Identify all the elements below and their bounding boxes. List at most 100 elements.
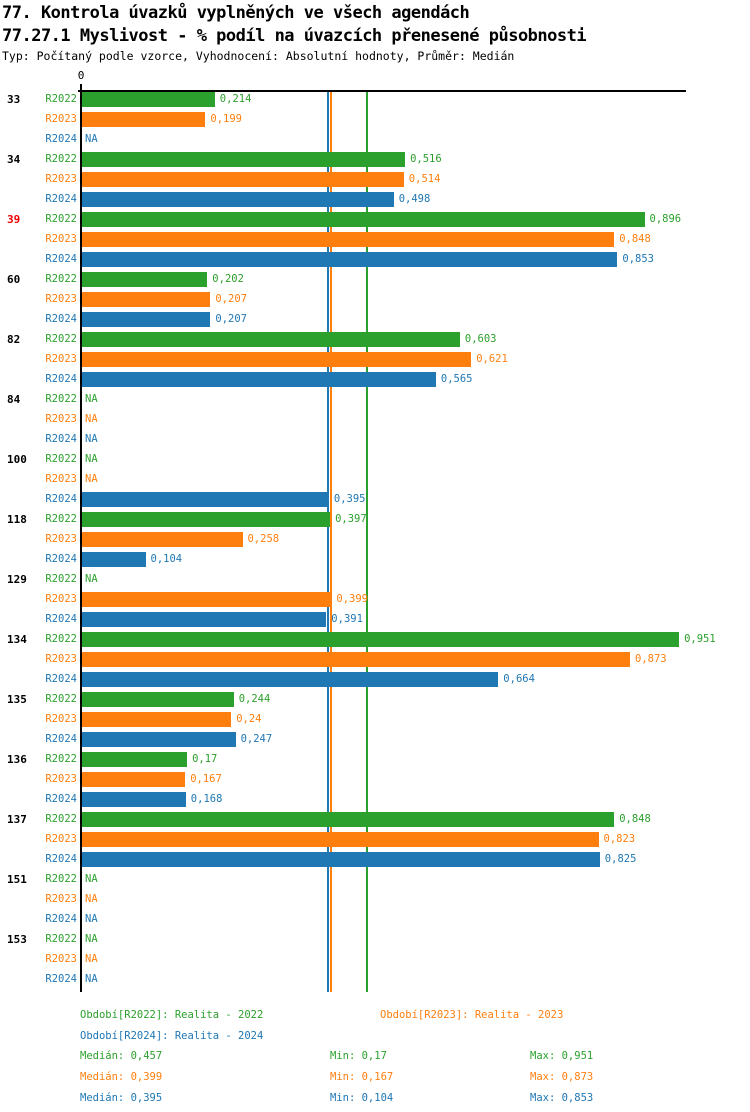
bar-r2024 xyxy=(82,732,236,747)
bar-value-label: 0,391 xyxy=(331,613,363,625)
x-axis-line xyxy=(78,90,686,92)
bar-r2023 xyxy=(82,772,186,787)
bar-r2023 xyxy=(82,172,404,187)
group-label-82: 82 xyxy=(7,333,21,346)
bar-r2023 xyxy=(82,712,232,727)
series-label-r2023: R2023 xyxy=(45,653,77,665)
series-label-r2024: R2024 xyxy=(45,613,77,625)
stat-max-r2023: Max: 0,873 xyxy=(530,1071,594,1083)
series-label-r2023: R2023 xyxy=(45,173,77,185)
series-label-r2024: R2024 xyxy=(45,313,77,325)
bar-value-label: 0,395 xyxy=(333,493,366,505)
stat-median-r2024: Medián: 0,395 xyxy=(80,1092,163,1104)
bar-r2024 xyxy=(82,492,329,507)
series-label-r2023: R2023 xyxy=(45,413,77,425)
bar-value-label: 0,565 xyxy=(440,373,473,385)
group-label-134: 134 xyxy=(7,633,27,646)
series-label-r2023: R2023 xyxy=(45,113,77,125)
bar-value-label: 0,514 xyxy=(408,173,441,185)
series-label-r2023: R2023 xyxy=(45,473,77,485)
bar-r2022 xyxy=(82,272,208,287)
series-label-r2023: R2023 xyxy=(45,773,77,785)
legend-period-r2023: Období[R2023]: Realita - 2023 xyxy=(380,1009,564,1021)
bar-r2023 xyxy=(82,652,630,667)
group-label-60: 60 xyxy=(7,273,21,286)
bar-r2024 xyxy=(82,192,394,207)
bar-r2024 xyxy=(82,372,436,387)
bar-r2022 xyxy=(82,212,645,227)
group-label-100: 100 xyxy=(7,453,27,466)
bar-r2023 xyxy=(82,532,243,547)
stat-min-r2024: Min: 0,104 xyxy=(330,1092,394,1104)
bar-value-label: 0,17 xyxy=(192,753,218,765)
series-label-r2022: R2022 xyxy=(45,453,77,465)
bar-value-label: 0,397 xyxy=(335,513,367,525)
series-label-r2022: R2022 xyxy=(45,273,77,285)
series-label-r2023: R2023 xyxy=(45,233,77,245)
report-meta: Typ: Počítaný podle vzorce, Vyhodnocení:… xyxy=(2,49,515,63)
bar-r2022 xyxy=(82,332,460,347)
na-value-label: NA xyxy=(85,393,98,405)
median-line-r2023 xyxy=(329,91,332,992)
bar-value-label: 0,399 xyxy=(336,593,368,605)
bar-r2024 xyxy=(82,312,211,327)
na-value-label: NA xyxy=(85,893,98,905)
series-label-r2024: R2024 xyxy=(45,193,77,205)
series-label-r2024: R2024 xyxy=(45,133,77,145)
series-label-r2024: R2024 xyxy=(45,373,77,385)
group-label-137: 137 xyxy=(7,813,27,826)
series-label-r2022: R2022 xyxy=(45,573,77,585)
group-label-136: 136 xyxy=(7,753,27,766)
na-value-label: NA xyxy=(85,973,98,985)
bar-value-label: 0,603 xyxy=(464,333,497,345)
bar-value-label: 0,664 xyxy=(503,673,535,685)
series-label-r2022: R2022 xyxy=(45,693,77,705)
series-label-r2024: R2024 xyxy=(45,853,77,865)
bar-value-label: 0,853 xyxy=(622,253,654,265)
bar-r2023 xyxy=(82,232,615,247)
stat-max-r2022: Max: 0,951 xyxy=(530,1050,594,1062)
series-label-r2022: R2022 xyxy=(45,213,77,225)
bar-r2022 xyxy=(82,692,234,707)
bar-r2024 xyxy=(82,672,499,687)
bar-value-label: 0,848 xyxy=(619,233,651,245)
bar-value-label: 0,848 xyxy=(619,813,651,825)
group-label-39: 39 xyxy=(7,213,21,226)
na-value-label: NA xyxy=(85,453,98,465)
bar-r2024 xyxy=(82,852,600,867)
series-label-r2024: R2024 xyxy=(45,253,77,265)
series-label-r2024: R2024 xyxy=(45,433,77,445)
bar-value-label: 0,202 xyxy=(212,273,244,285)
series-label-r2022: R2022 xyxy=(45,633,77,645)
bar-r2022 xyxy=(82,632,680,647)
bar-value-label: 0,823 xyxy=(603,833,636,845)
bar-value-label: 0,825 xyxy=(604,853,637,865)
stat-min-r2023: Min: 0,167 xyxy=(330,1071,394,1083)
series-label-r2024: R2024 xyxy=(45,553,77,565)
na-value-label: NA xyxy=(85,873,98,885)
bar-value-label: 0,168 xyxy=(190,793,223,805)
series-label-r2022: R2022 xyxy=(45,333,77,345)
series-label-r2024: R2024 xyxy=(45,973,77,985)
series-label-r2023: R2023 xyxy=(45,713,77,725)
series-label-r2023: R2023 xyxy=(45,293,77,305)
series-label-r2024: R2024 xyxy=(45,733,77,745)
bar-r2022 xyxy=(82,512,331,527)
na-value-label: NA xyxy=(85,573,98,585)
bar-r2022 xyxy=(82,812,615,827)
series-label-r2024: R2024 xyxy=(45,673,77,685)
series-label-r2022: R2022 xyxy=(45,753,77,765)
bar-value-label: 0,24 xyxy=(236,713,262,725)
series-label-r2023: R2023 xyxy=(45,593,77,605)
series-label-r2022: R2022 xyxy=(45,813,77,825)
series-label-r2023: R2023 xyxy=(45,893,77,905)
y-axis-zero-line xyxy=(80,84,82,992)
group-label-33: 33 xyxy=(7,93,21,106)
series-label-r2024: R2024 xyxy=(45,913,77,925)
series-label-r2023: R2023 xyxy=(45,533,77,545)
bar-r2023 xyxy=(82,292,211,307)
group-label-153: 153 xyxy=(7,933,27,946)
na-value-label: NA xyxy=(85,133,98,145)
bar-value-label: 0,873 xyxy=(635,653,667,665)
legend-period-r2024: Období[R2024]: Realita - 2024 xyxy=(80,1030,264,1042)
